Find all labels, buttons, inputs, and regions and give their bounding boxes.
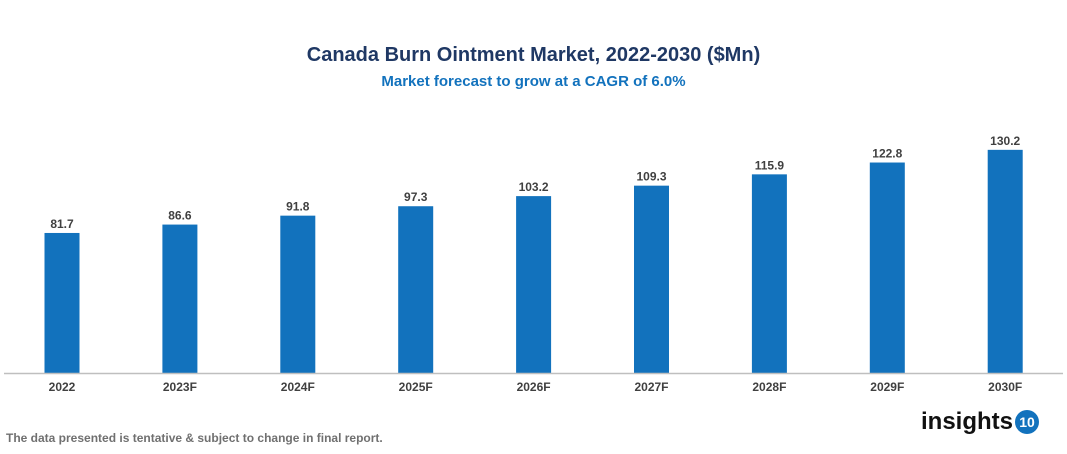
insights10-logo: insights 10 [921,408,1040,436]
data-label-2029F: 122.8 [872,147,902,161]
x-tick-2027F: 2027F [634,380,668,394]
bar-2027F [634,185,669,373]
x-tick-2023F: 2023F [163,380,197,394]
bar-2026F [516,196,552,373]
x-tick-2026F: 2026F [517,380,551,394]
bar-2028F [751,174,787,373]
x-tick-2022: 2022 [49,380,76,394]
data-label-2025F: 97.3 [404,190,428,204]
disclaimer-note: The data presented is tentative & subjec… [6,431,383,445]
bar-2030F [987,149,1023,373]
x-tick-2028F: 2028F [752,380,786,394]
data-label-2024F: 91.8 [286,200,310,214]
logo-number: 10 [1015,410,1040,434]
data-label-2023F: 86.6 [168,209,192,223]
data-label-2022: 81.7 [50,217,74,231]
chart-subtitle: Market forecast to grow at a CAGR of 6.0… [381,73,686,90]
x-tick-2025F: 2025F [399,380,433,394]
bar-2024F [280,215,316,373]
logo-text: insights [921,408,1014,435]
data-label-2028F: 115.9 [755,158,785,172]
x-tick-2029F: 2029F [870,380,904,394]
bar-2025F [398,206,434,373]
data-label-2027F: 109.3 [636,170,666,184]
x-tick-2030F: 2030F [988,380,1022,394]
bar-2029F [869,162,905,373]
bar-2023F [162,224,198,373]
data-label-2030F: 130.2 [990,134,1020,148]
chart-title: Canada Burn Ointment Market, 2022-2030 (… [306,44,761,66]
data-label-2026F: 103.2 [519,180,549,194]
x-tick-2024F: 2024F [281,380,315,394]
bar-2022 [44,232,80,373]
